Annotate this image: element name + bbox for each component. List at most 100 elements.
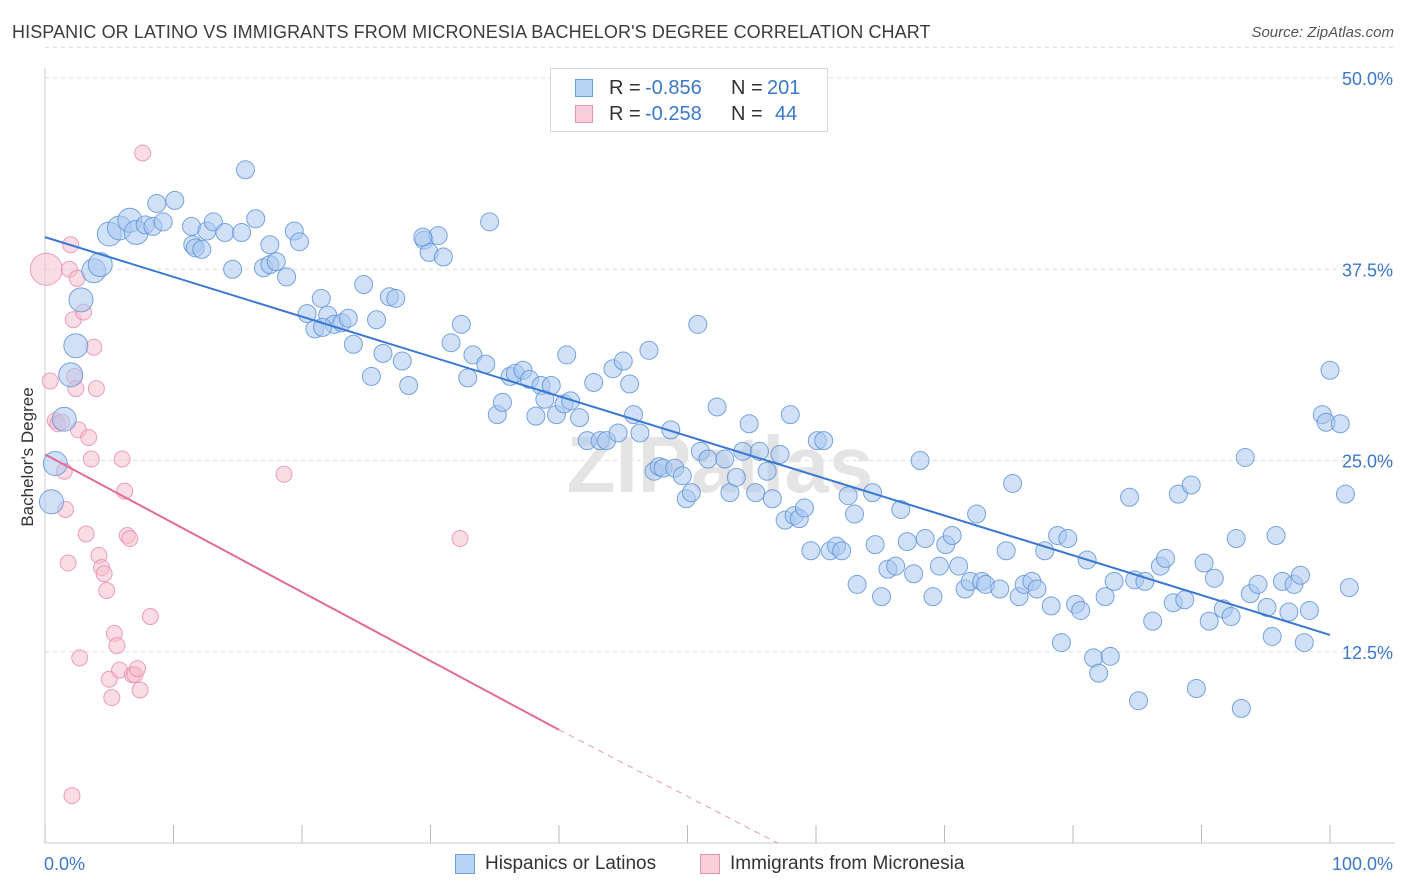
x-tick-label: 0.0% [44, 854, 85, 874]
data-point [996, 541, 1016, 561]
data-point [865, 535, 885, 555]
data-point [1129, 691, 1149, 711]
data-point [801, 541, 821, 561]
data-point [897, 532, 917, 552]
data-point [910, 451, 930, 470]
data-point [1262, 626, 1282, 646]
data-point [1330, 414, 1350, 434]
data-point [451, 314, 471, 334]
data-point [354, 275, 374, 295]
data-point [165, 190, 185, 210]
data-point [746, 483, 766, 503]
axis-labels: 12.5% 25.0% 37.5% 50.0% 0.0% 100.0% Bachelor's… [18, 69, 1393, 874]
data-point [1100, 646, 1120, 666]
data-point [1194, 553, 1214, 573]
data-point [29, 252, 63, 286]
data-point [1071, 600, 1091, 620]
data-point [1181, 475, 1201, 495]
data-point [313, 317, 333, 337]
data-point [639, 340, 659, 360]
data-point [386, 288, 406, 308]
legend-r-label: R = [609, 103, 641, 125]
data-point [480, 212, 500, 232]
data-point [463, 345, 483, 365]
data-point [367, 310, 387, 330]
y-tick-label: 12.5% [1342, 643, 1393, 663]
data-point [1175, 590, 1195, 610]
data-point [1089, 663, 1109, 683]
data-point [630, 423, 650, 443]
data-point [672, 466, 692, 486]
data-point [1058, 529, 1078, 549]
legend-swatch-pink [700, 854, 720, 874]
data-point [289, 232, 309, 252]
data-point [275, 465, 293, 483]
data-point [1143, 611, 1163, 631]
data-point [620, 374, 640, 394]
series-hispanic-points [38, 160, 1359, 718]
data-point [942, 525, 962, 545]
data-point [923, 587, 943, 607]
data-point [1248, 574, 1268, 594]
data-point [103, 689, 121, 707]
data-point [929, 556, 949, 576]
data-point [698, 449, 718, 469]
data-point [1186, 678, 1206, 698]
data-point [891, 499, 911, 519]
data-point [153, 212, 173, 232]
data-point [141, 608, 159, 626]
data-point [1003, 473, 1023, 493]
data-point [847, 574, 867, 594]
data-point [361, 366, 381, 386]
data-point [780, 405, 800, 425]
data-point [624, 405, 644, 425]
data-point [613, 351, 633, 371]
data-point [814, 431, 834, 451]
data-point [297, 304, 317, 324]
data-point [949, 556, 969, 576]
y-tick-label: 25.0% [1342, 452, 1393, 472]
legend-n-value: 201 [767, 77, 801, 99]
data-point [413, 227, 433, 247]
data-point [51, 406, 77, 432]
data-point [451, 530, 469, 548]
data-point [990, 579, 1010, 599]
data-point [492, 392, 512, 412]
data-point [1027, 579, 1047, 599]
data-point [1035, 541, 1055, 561]
y-tick-label: 37.5% [1342, 260, 1393, 280]
data-point [134, 144, 152, 162]
data-point [1290, 565, 1310, 585]
data-point [557, 345, 577, 365]
data-point [1294, 633, 1314, 653]
data-point [608, 423, 628, 443]
data-point [770, 444, 790, 464]
legend-label: Immigrants from Micronesia [730, 853, 965, 874]
data-point [343, 334, 363, 354]
trend-lines [44, 236, 1331, 844]
legend-r-value: -0.258 [645, 103, 702, 125]
data-point [63, 787, 81, 805]
data-point [526, 406, 546, 426]
data-point [80, 429, 98, 447]
data-point [41, 372, 59, 390]
legend-r-value: -0.856 [645, 77, 702, 99]
data-point [584, 372, 604, 392]
data-point [1120, 487, 1140, 507]
data-point [757, 461, 777, 481]
data-point [1204, 568, 1224, 588]
data-point [108, 637, 126, 655]
data-point [688, 314, 708, 334]
data-point [1199, 611, 1219, 631]
data-point [277, 267, 297, 287]
data-point [1041, 596, 1061, 616]
source-label: Source: ZipAtlas.com [1251, 24, 1394, 41]
data-point [246, 209, 266, 229]
data-point [872, 587, 892, 607]
legend-swatch-blue [575, 79, 593, 97]
data-point [570, 408, 590, 428]
chart-title: HISPANIC OR LATINO VS IMMIGRANTS FROM MI… [12, 22, 931, 42]
data-point [95, 565, 113, 583]
data-point [441, 333, 461, 353]
legend-swatch-blue [455, 854, 475, 874]
